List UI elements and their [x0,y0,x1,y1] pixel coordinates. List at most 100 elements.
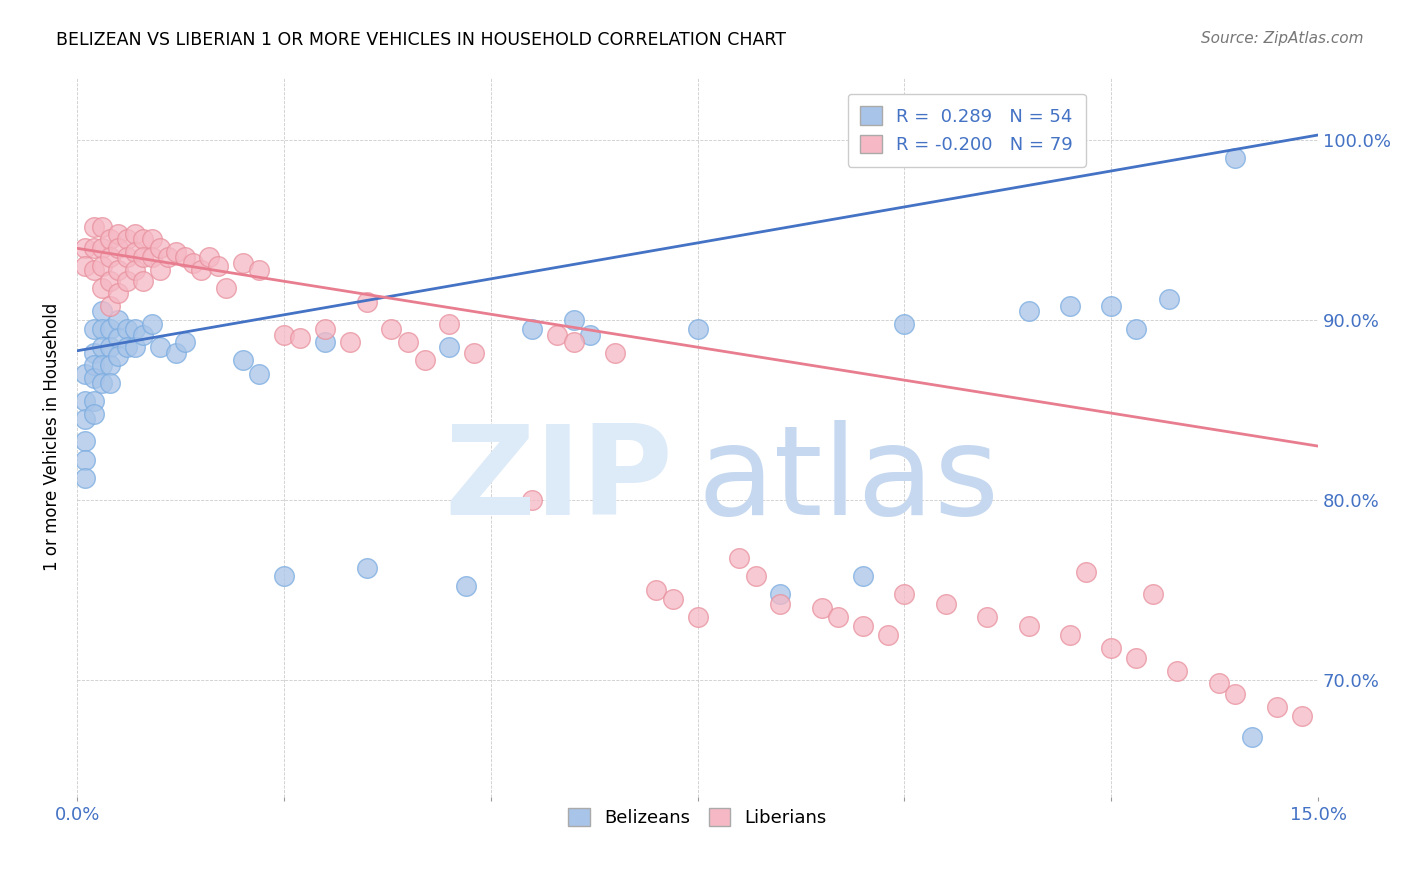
Point [1059,628,1081,642]
Point [1225,152,1247,166]
Text: ZIP: ZIP [444,420,673,541]
Point [1208,676,1230,690]
Point [107,263,129,277]
Point [124,263,146,277]
Point [314,334,336,349]
Point [1076,565,1098,579]
Point [132,250,155,264]
Point [686,610,709,624]
Point [90,241,112,255]
Point [1159,292,1181,306]
Point [562,334,585,349]
Point [83,371,105,385]
Point [107,241,129,255]
Point [579,327,602,342]
Point [1125,322,1147,336]
Text: Source: ZipAtlas.com: Source: ZipAtlas.com [1201,31,1364,46]
Point [124,227,146,241]
Point [396,334,419,349]
Point [75,367,97,381]
Point [132,232,155,246]
Point [90,304,112,318]
Point [520,493,543,508]
Point [686,322,709,336]
Point [976,610,998,624]
Point [314,322,336,336]
Point [98,299,121,313]
Point [98,376,121,391]
Point [98,250,121,264]
Point [273,327,295,342]
Point [1166,664,1188,678]
Point [247,367,270,381]
Text: atlas: atlas [697,420,1000,541]
Point [603,345,626,359]
Point [852,568,875,582]
Point [546,327,568,342]
Point [1099,640,1122,655]
Point [107,331,129,345]
Point [75,394,97,409]
Point [115,322,138,336]
Point [124,322,146,336]
Point [181,255,204,269]
Point [132,327,155,342]
Point [562,313,585,327]
Point [645,582,668,597]
Point [232,255,254,269]
Point [827,610,849,624]
Point [75,471,97,485]
Point [124,340,146,354]
Point [115,340,138,354]
Point [98,322,121,336]
Point [75,453,97,467]
Point [439,340,461,354]
Point [107,286,129,301]
Point [83,358,105,372]
Point [157,250,180,264]
Point [75,434,97,448]
Point [141,232,163,246]
Point [98,274,121,288]
Point [356,295,378,310]
Point [290,331,312,345]
Point [1099,299,1122,313]
Point [75,241,97,255]
Point [83,322,105,336]
Point [107,313,129,327]
Point [90,340,112,354]
Point [1265,699,1288,714]
Legend: Belizeans, Liberians: Belizeans, Liberians [561,801,834,835]
Point [149,263,172,277]
Point [893,586,915,600]
Point [454,579,477,593]
Point [107,227,129,241]
Point [463,345,485,359]
Point [115,232,138,246]
Point [935,598,957,612]
Point [744,568,766,582]
Point [232,352,254,367]
Point [207,260,229,274]
Point [90,322,112,336]
Point [273,568,295,582]
Point [769,598,792,612]
Point [413,352,436,367]
Point [107,349,129,363]
Text: BELIZEAN VS LIBERIAN 1 OR MORE VEHICLES IN HOUSEHOLD CORRELATION CHART: BELIZEAN VS LIBERIAN 1 OR MORE VEHICLES … [56,31,786,49]
Point [90,281,112,295]
Point [728,550,751,565]
Point [149,340,172,354]
Point [356,561,378,575]
Point [83,241,105,255]
Point [132,274,155,288]
Point [83,394,105,409]
Point [98,358,121,372]
Point [90,219,112,234]
Point [90,376,112,391]
Point [810,601,832,615]
Point [1225,687,1247,701]
Point [90,260,112,274]
Y-axis label: 1 or more Vehicles in Household: 1 or more Vehicles in Household [44,303,60,571]
Point [1125,651,1147,665]
